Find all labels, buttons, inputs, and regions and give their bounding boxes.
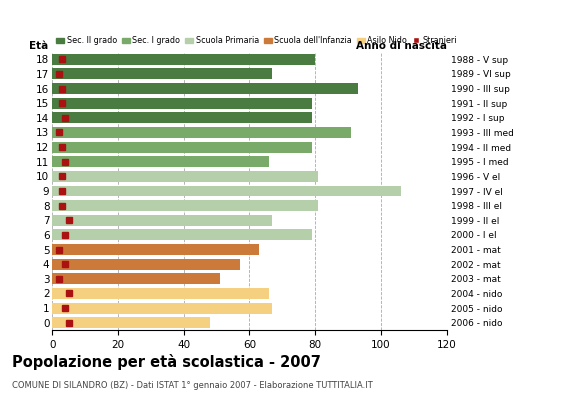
Bar — [52, 259, 240, 270]
Bar — [52, 54, 315, 65]
Bar — [52, 156, 269, 167]
Text: Popolazione per età scolastica - 2007: Popolazione per età scolastica - 2007 — [12, 354, 321, 370]
Bar — [52, 127, 351, 138]
Bar — [52, 200, 318, 211]
Bar — [52, 288, 269, 299]
Bar — [52, 273, 220, 284]
Bar — [52, 68, 273, 80]
Bar — [52, 317, 210, 328]
Bar — [52, 244, 259, 255]
Bar — [52, 83, 358, 94]
Text: Anno di nascita: Anno di nascita — [356, 41, 447, 51]
Bar — [52, 186, 401, 196]
Bar — [52, 230, 312, 240]
Legend: Sec. II grado, Sec. I grado, Scuola Primaria, Scuola dell'Infanzia, Asilo Nido, : Sec. II grado, Sec. I grado, Scuola Prim… — [56, 36, 457, 45]
Bar — [52, 171, 318, 182]
Text: COMUNE DI SILANDRO (BZ) - Dati ISTAT 1° gennaio 2007 - Elaborazione TUTTITALIA.I: COMUNE DI SILANDRO (BZ) - Dati ISTAT 1° … — [12, 381, 372, 390]
Bar — [52, 215, 273, 226]
Bar — [52, 142, 312, 152]
Bar — [52, 302, 273, 314]
Bar — [52, 112, 312, 123]
Text: Età: Età — [29, 41, 48, 51]
Bar — [52, 98, 312, 109]
